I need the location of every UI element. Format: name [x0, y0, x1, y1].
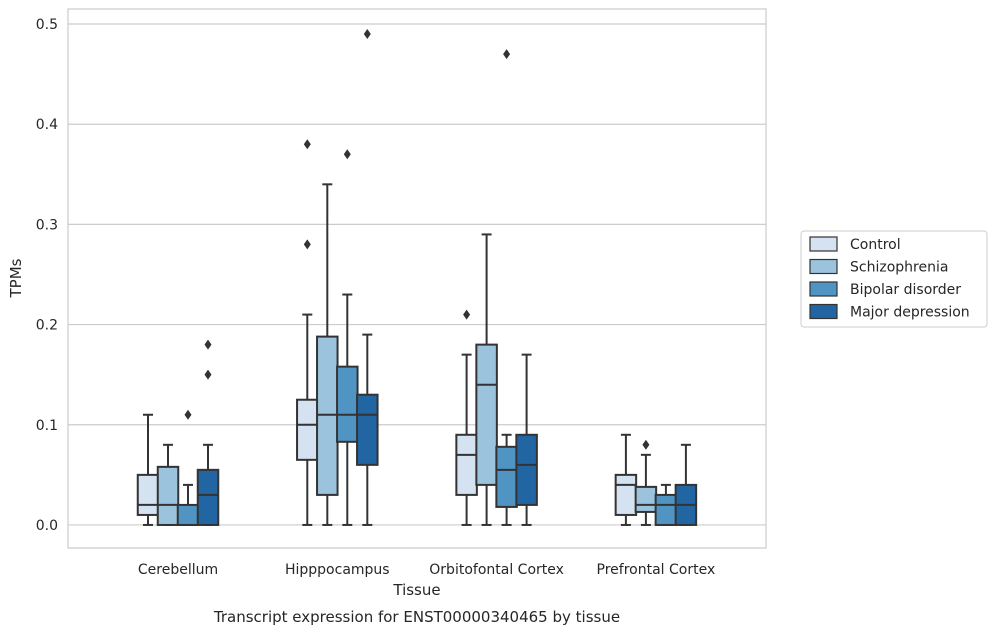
box-body [455, 433, 478, 496]
y-tick-label: 0.1 [36, 418, 58, 434]
box-body [156, 465, 180, 526]
box-control [455, 309, 478, 526]
box-body [654, 493, 678, 526]
box-bipolar-disorder [654, 483, 678, 526]
box-bipolar-disorder [336, 149, 359, 526]
outlier-point [204, 369, 212, 380]
y-tick-label: 0.5 [36, 17, 58, 33]
box-body [475, 343, 498, 486]
legend-item: Major depression [809, 303, 970, 321]
legend-swatch [809, 258, 838, 275]
box-body [136, 473, 160, 516]
x-tick-label: Orbitofontal Cortex [429, 562, 564, 578]
box-body [336, 365, 359, 443]
box-bipolar-disorder [176, 409, 200, 526]
box-control [136, 413, 160, 526]
outlier-point [184, 409, 192, 420]
x-axis-label: Tissue [392, 581, 440, 599]
box-schizophrenia [156, 443, 180, 526]
y-tick-label: 0.2 [36, 318, 58, 334]
outlier-point [303, 139, 311, 150]
legend-label: Control [850, 237, 901, 253]
outlier-point [204, 339, 212, 350]
y-axis-label: TPMs [7, 258, 25, 298]
box-major-depression [515, 353, 538, 526]
outlier-point [642, 439, 650, 450]
box-major-depression [196, 339, 220, 526]
box-major-depression [356, 29, 379, 526]
x-tick-label: Hipppocampus [285, 562, 390, 578]
y-tick-label: 0.4 [36, 117, 58, 133]
y-tick-label: 0.0 [36, 518, 58, 534]
box-control [296, 139, 319, 526]
x-axis-ticks: Cerebellum Hipppocampus Orbitofontal Corte… [138, 562, 715, 578]
box-body [515, 433, 538, 506]
x-tick-label: Prefrontal Cortex [597, 562, 716, 578]
boxes [136, 29, 698, 526]
legend-label: Schizophrenia [850, 260, 948, 276]
y-axis-ticks: 0.0 0.1 0.2 0.3 0.4 0.5 [36, 17, 58, 534]
legend-item: Bipolar disorder [809, 281, 961, 298]
box-body [495, 445, 518, 508]
box-schizophrenia [316, 183, 339, 526]
legend-frame [800, 230, 988, 328]
outlier-point [343, 149, 351, 160]
box-major-depression [674, 443, 698, 526]
legend-swatch [809, 303, 838, 320]
box-body [316, 335, 339, 496]
box-body [356, 393, 379, 466]
grid-lines [68, 23, 766, 526]
box-schizophrenia [634, 439, 658, 526]
box-body [296, 398, 319, 461]
box-body [634, 485, 658, 513]
outlier-point [463, 309, 471, 320]
legend-swatch [809, 281, 838, 297]
legend-swatch [809, 236, 838, 252]
chart-caption: Transcript expression for ENST0000034046… [213, 608, 620, 626]
x-tick-label: Cerebellum [138, 562, 218, 578]
legend-label: Major depression [850, 305, 970, 321]
legend-item: Schizophrenia [809, 258, 948, 276]
plot-frame [67, 8, 767, 549]
box-control [614, 433, 638, 526]
outlier-point [303, 239, 311, 250]
box-body [196, 468, 220, 526]
box-bipolar-disorder [495, 49, 518, 526]
outlier-point [503, 49, 511, 60]
y-tick-label: 0.3 [36, 217, 58, 233]
box-schizophrenia [475, 233, 498, 526]
legend: Control Schizophrenia Bipolar disorder Majo… [800, 230, 988, 328]
outlier-point [363, 29, 371, 40]
box-body [176, 503, 200, 526]
legend-item: Control [809, 236, 901, 253]
legend-label: Bipolar disorder [850, 282, 961, 298]
box-body [614, 473, 638, 516]
